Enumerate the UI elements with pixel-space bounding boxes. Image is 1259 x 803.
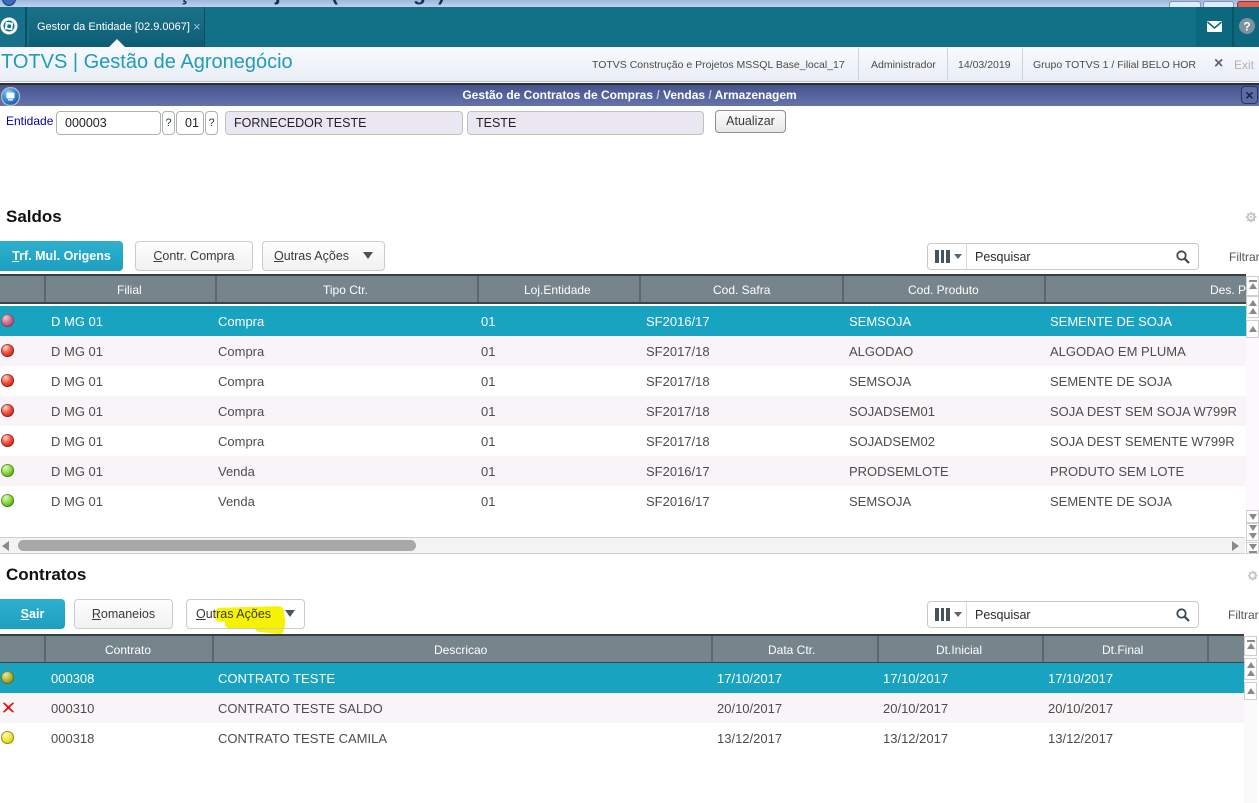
- svg-text:?: ?: [1243, 20, 1250, 34]
